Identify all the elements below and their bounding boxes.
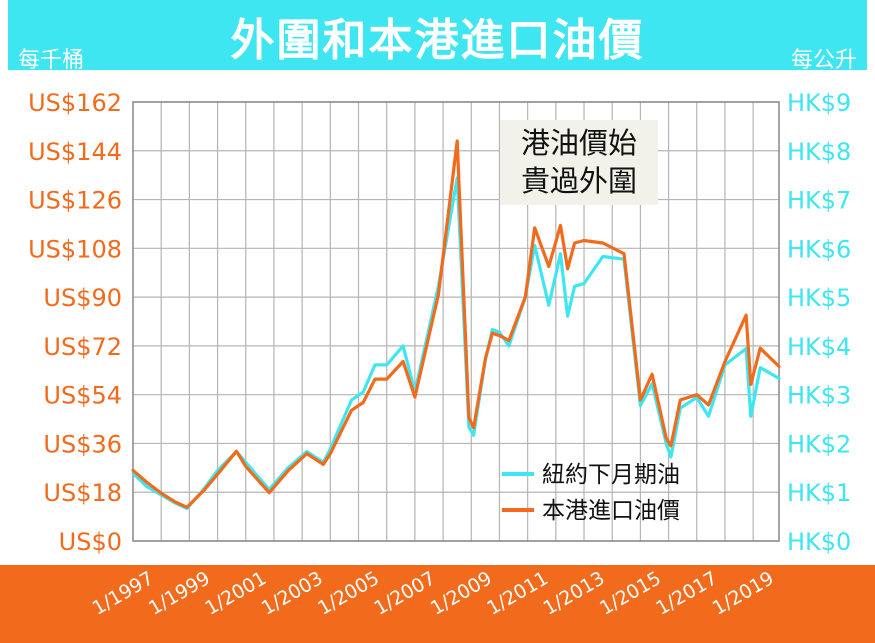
- x-tick-label: 1/2017: [652, 567, 721, 619]
- left-tick-label: US$90: [43, 284, 122, 312]
- x-tick-label: 1/1997: [89, 567, 158, 619]
- left-tick-label: US$162: [28, 89, 122, 117]
- title-bar: [8, 0, 867, 70]
- right-tick-label: HK$3: [787, 382, 851, 410]
- x-tick-label: 1/2013: [540, 567, 609, 619]
- x-tick-label: 1/2007: [371, 567, 440, 619]
- x-axis-ticks: 1/19971/19991/20011/20031/20051/20071/20…: [89, 567, 778, 619]
- right-tick-label: HK$4: [787, 333, 851, 361]
- x-tick-label: 1/1999: [145, 567, 214, 619]
- right-tick-label: HK$6: [787, 235, 851, 263]
- x-tick-label: 1/2015: [596, 567, 665, 619]
- legend-label-nymex: 紐約下月期油: [542, 462, 680, 488]
- annotation-line-1: 港油價始: [521, 126, 637, 160]
- legend: 紐約下月期油 本港進口油價: [502, 462, 680, 524]
- right-tick-label: HK$2: [787, 430, 851, 458]
- right-tick-label: HK$8: [787, 138, 851, 166]
- annotation-line-2: 貴過外圍: [521, 164, 637, 198]
- left-tick-label: US$0: [59, 528, 122, 556]
- right-axis-unit: 每公升: [790, 48, 857, 73]
- right-axis-ticks: HK$0 HK$1 HK$2 HK$3 HK$4 HK$5 HK$6 HK$7 HK$8 HK$9: [787, 89, 851, 556]
- x-tick-label: 1/2005: [314, 567, 383, 619]
- chart-grid: [133, 101, 779, 542]
- x-axis-band: [0, 565, 875, 643]
- annotation-box: [500, 120, 658, 205]
- left-tick-label: US$18: [43, 479, 122, 507]
- series-lines: [131, 139, 781, 511]
- series-line-hk-import: [131, 139, 781, 509]
- chart-title: 外圍和本港進口油價: [230, 15, 645, 66]
- x-tick-label: 1/2019: [709, 567, 778, 619]
- right-tick-label: HK$5: [787, 284, 851, 312]
- x-tick-label: 1/2009: [427, 567, 496, 619]
- plot-frame: [132, 101, 780, 542]
- left-axis-unit: 每千桶: [18, 48, 85, 73]
- left-tick-label: US$108: [28, 235, 122, 263]
- annotation: 港油價始 貴過外圍: [500, 120, 658, 205]
- right-tick-label: HK$1: [787, 479, 851, 507]
- x-tick-label: 1/2003: [258, 567, 327, 619]
- left-tick-label: US$54: [43, 382, 122, 410]
- right-tick-label: HK$9: [787, 89, 851, 117]
- x-tick-label: 1/2011: [483, 567, 552, 619]
- x-tick-label: 1/2001: [201, 567, 270, 619]
- right-tick-label: HK$0: [787, 528, 851, 556]
- left-tick-label: US$72: [43, 333, 122, 361]
- left-tick-label: US$36: [43, 430, 122, 458]
- right-tick-label: HK$7: [787, 187, 851, 215]
- left-tick-label: US$144: [28, 138, 122, 166]
- left-axis-ticks: US$0 US$18 US$36 US$54 US$72 US$90 US$108 US$12…: [28, 89, 122, 556]
- legend-label-hk-import: 本港進口油價: [542, 498, 680, 524]
- left-tick-label: US$126: [28, 187, 122, 215]
